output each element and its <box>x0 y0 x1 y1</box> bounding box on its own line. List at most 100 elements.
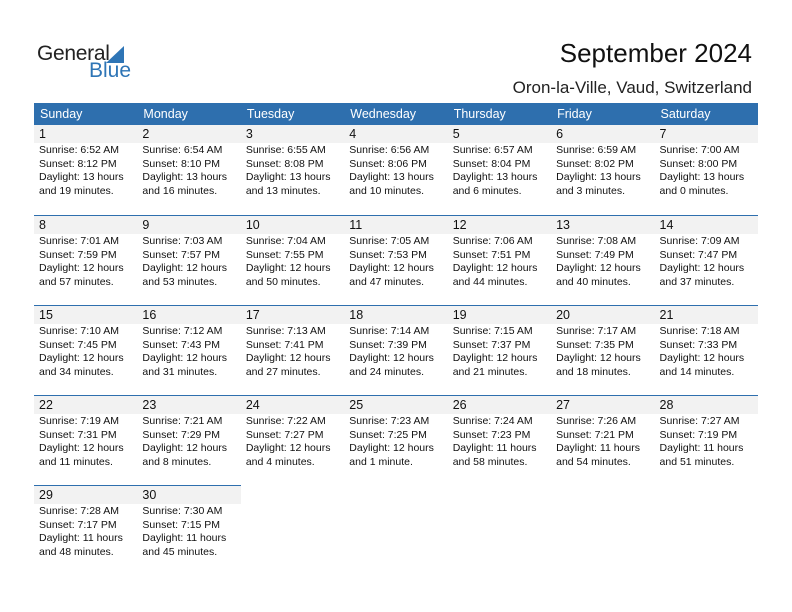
minutes-text: and 6 minutes. <box>452 184 522 197</box>
day-number: 4 <box>344 125 448 143</box>
day-cell: 15 Sunrise: 7:10 AM Sunset: 7:45 PM Dayligh… <box>34 305 138 395</box>
day-cell: 24 Sunrise: 7:22 AM Sunset: 7:27 PM Dayligh… <box>240 395 345 485</box>
sunrise-text: Sunrise: 7:04 AM <box>245 235 326 247</box>
day-cell: 28 Sunrise: 7:27 AM Sunset: 7:19 PM Dayligh… <box>654 395 758 485</box>
minutes-text: and 16 minutes. <box>142 184 218 197</box>
day-number: 13 <box>551 216 655 234</box>
daylight-text: Daylight: 13 hours <box>245 171 331 183</box>
weekday-header-monday: Monday <box>143 107 188 121</box>
minutes-text: and 44 minutes. <box>452 275 528 288</box>
day-cell: 18 Sunrise: 7:14 AM Sunset: 7:39 PM Dayligh… <box>344 305 448 395</box>
minutes-text: and 19 minutes. <box>39 184 114 197</box>
minutes-text: and 18 minutes. <box>556 365 631 378</box>
daylight-text: Daylight: 11 hours <box>142 532 227 544</box>
week-row: 8 Sunrise: 7:01 AM Sunset: 7:59 PM Daylight… <box>34 215 758 305</box>
sunrise-text: Sunrise: 6:55 AM <box>245 144 326 156</box>
sunset-text: Sunset: 8:06 PM <box>349 157 427 170</box>
daylight-text: Daylight: 12 hours <box>452 262 538 274</box>
daylight-text: Daylight: 11 hours <box>452 442 537 454</box>
day-number: 6 <box>551 125 655 143</box>
day-cell: 1 Sunrise: 6:52 AM Sunset: 8:12 PM Daylight… <box>34 125 138 215</box>
daylight-text: Daylight: 12 hours <box>39 262 124 274</box>
logo-text-blue: Blue <box>89 59 132 82</box>
sunrise-text: Sunrise: 6:57 AM <box>452 144 533 156</box>
sunset-text: Sunset: 8:04 PM <box>452 157 531 170</box>
day-cell: 5 Sunrise: 6:57 AM Sunset: 8:04 PM Daylight… <box>447 125 552 215</box>
daylight-text: Daylight: 12 hours <box>556 352 641 364</box>
minutes-text: and 54 minutes. <box>556 455 631 468</box>
day-cell: 27 Sunrise: 7:26 AM Sunset: 7:21 PM Dayligh… <box>551 395 655 485</box>
day-number: 1 <box>34 125 138 143</box>
daylight-text: Daylight: 11 hours <box>39 532 123 544</box>
daylight-text: Daylight: 12 hours <box>659 262 745 274</box>
sunrise-text: Sunrise: 6:56 AM <box>349 144 430 156</box>
sunrise-text: Sunrise: 7:00 AM <box>659 144 740 156</box>
sunrise-text: Sunrise: 7:06 AM <box>452 235 533 247</box>
week-row: 22 Sunrise: 7:19 AM Sunset: 7:31 PM Dayligh… <box>34 395 758 485</box>
minutes-text: and 14 minutes. <box>659 365 735 378</box>
day-cell: 25 Sunrise: 7:23 AM Sunset: 7:25 PM Dayligh… <box>344 395 448 485</box>
sunrise-text: Sunrise: 7:22 AM <box>245 415 326 427</box>
day-cell: 14 Sunrise: 7:09 AM Sunset: 7:47 PM Dayligh… <box>654 215 758 305</box>
sunset-text: Sunset: 7:15 PM <box>142 518 221 531</box>
sunset-text: Sunset: 8:12 PM <box>39 157 117 170</box>
sunrise-text: Sunrise: 7:26 AM <box>556 415 637 427</box>
day-number: 15 <box>34 306 138 324</box>
day-cell: 26 Sunrise: 7:24 AM Sunset: 7:23 PM Dayligh… <box>447 395 552 485</box>
minutes-text: and 27 minutes. <box>245 365 321 378</box>
sunrise-text: Sunrise: 7:24 AM <box>452 415 533 427</box>
logo-triangle-icon <box>106 46 124 63</box>
day-cell: 3 Sunrise: 6:55 AM Sunset: 8:08 PM Daylight… <box>240 125 345 215</box>
sunrise-text: Sunrise: 7:23 AM <box>349 415 430 427</box>
weekday-header-friday: Friday <box>557 107 592 121</box>
sunset-text: Sunset: 7:53 PM <box>349 248 427 261</box>
minutes-text: and 57 minutes. <box>39 275 114 288</box>
day-cell: 20 Sunrise: 7:17 AM Sunset: 7:35 PM Dayligh… <box>551 305 655 395</box>
daylight-text: Daylight: 13 hours <box>452 171 538 183</box>
sunset-text: Sunset: 7:33 PM <box>659 338 738 351</box>
daylight-text: Daylight: 13 hours <box>659 171 745 183</box>
minutes-text: and 10 minutes. <box>349 184 424 197</box>
minutes-text: and 40 minutes. <box>556 275 631 288</box>
day-cell: 29 Sunrise: 7:28 AM Sunset: 7:17 PM Dayligh… <box>34 485 138 575</box>
daylight-text: Daylight: 11 hours <box>556 442 640 454</box>
week-row: 29 Sunrise: 7:28 AM Sunset: 7:17 PM Dayligh… <box>34 485 758 575</box>
sunset-text: Sunset: 7:29 PM <box>142 428 221 441</box>
sunset-text: Sunset: 7:17 PM <box>39 518 117 531</box>
minutes-text: and 45 minutes. <box>142 545 218 558</box>
day-cell: 17 Sunrise: 7:13 AM Sunset: 7:41 PM Dayligh… <box>240 305 345 395</box>
sunset-text: Sunset: 7:37 PM <box>452 338 531 351</box>
day-number: 26 <box>447 396 552 414</box>
day-number: 25 <box>344 396 448 414</box>
sunset-text: Sunset: 8:00 PM <box>659 157 738 170</box>
sunset-text: Sunset: 8:08 PM <box>245 157 324 170</box>
minutes-text: and 47 minutes. <box>349 275 424 288</box>
minutes-text: and 37 minutes. <box>659 275 735 288</box>
sunset-text: Sunset: 7:43 PM <box>142 338 221 351</box>
sunset-text: Sunset: 7:35 PM <box>556 338 634 351</box>
page-title: September 2024 <box>559 38 752 68</box>
sunset-text: Sunset: 7:25 PM <box>349 428 427 441</box>
sunset-text: Sunset: 8:10 PM <box>142 157 221 170</box>
week-row: 15 Sunrise: 7:10 AM Sunset: 7:45 PM Dayligh… <box>34 305 758 395</box>
sunrise-text: Sunrise: 7:15 AM <box>452 325 533 337</box>
sunrise-text: Sunrise: 6:52 AM <box>39 144 119 156</box>
sunset-text: Sunset: 7:27 PM <box>245 428 324 441</box>
week-row: 1 Sunrise: 6:52 AM Sunset: 8:12 PM Daylight… <box>34 125 758 215</box>
day-cell: 9 Sunrise: 7:03 AM Sunset: 7:57 PM Daylight… <box>137 215 241 305</box>
sunrise-text: Sunrise: 7:30 AM <box>142 505 223 517</box>
day-cell: 30 Sunrise: 7:30 AM Sunset: 7:15 PM Dayligh… <box>137 485 241 575</box>
day-number: 22 <box>34 396 138 414</box>
sunset-text: Sunset: 7:47 PM <box>659 248 738 261</box>
minutes-text: and 11 minutes. <box>39 455 113 468</box>
day-cell: 23 Sunrise: 7:21 AM Sunset: 7:29 PM Dayligh… <box>137 395 241 485</box>
sunset-text: Sunset: 7:51 PM <box>452 248 531 261</box>
minutes-text: and 1 minute. <box>349 455 413 468</box>
day-cell: 2 Sunrise: 6:54 AM Sunset: 8:10 PM Daylight… <box>137 125 241 215</box>
sunrise-text: Sunrise: 7:19 AM <box>39 415 119 427</box>
day-cell: 8 Sunrise: 7:01 AM Sunset: 7:59 PM Daylight… <box>34 215 138 305</box>
generalblue-logo: General Blue <box>37 42 137 82</box>
daylight-text: Daylight: 12 hours <box>349 352 434 364</box>
sunset-text: Sunset: 7:23 PM <box>452 428 531 441</box>
day-number: 2 <box>137 125 241 143</box>
